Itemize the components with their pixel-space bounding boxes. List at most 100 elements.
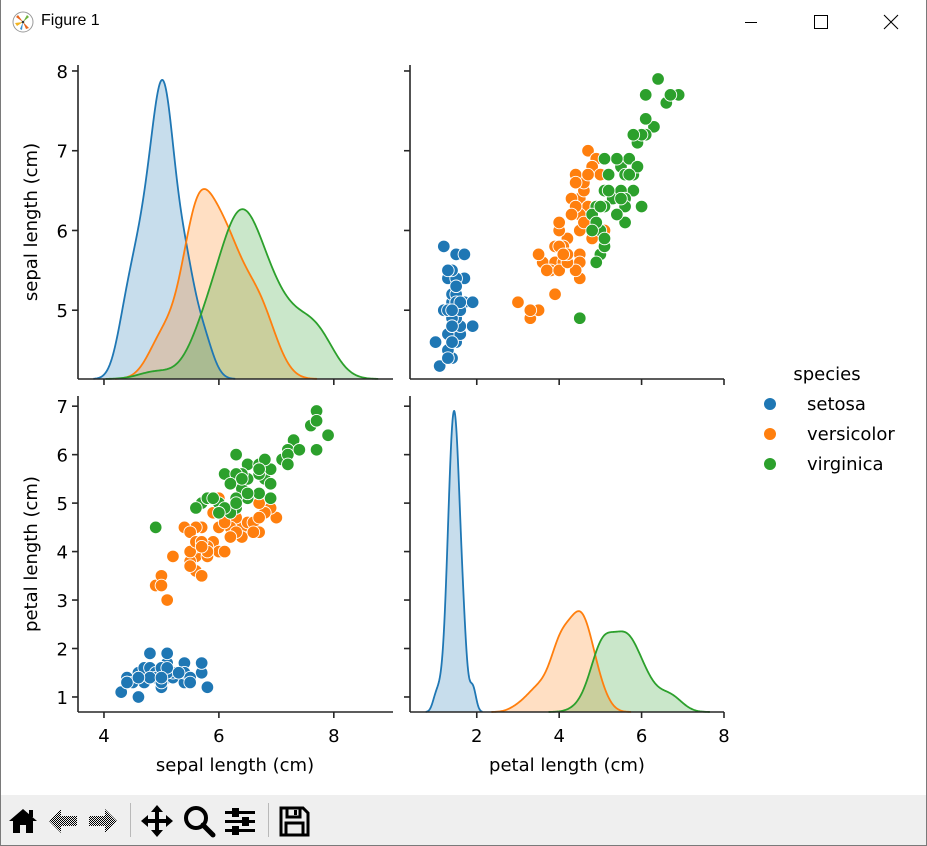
x-tick-label-petal: 6 — [636, 726, 647, 747]
scatter-point-versicolor — [166, 549, 180, 564]
scatter-point-setosa — [120, 675, 134, 690]
scatter-point-versicolor — [581, 143, 595, 158]
scatter-point-virginica — [589, 255, 604, 270]
x-tick-label-petal: 4 — [553, 726, 564, 747]
scatter-point-setosa — [183, 675, 197, 690]
scatter-point-setosa — [131, 690, 146, 704]
save-button[interactable] — [276, 803, 312, 839]
home-button[interactable] — [5, 803, 41, 839]
ylabel-sepal: sepal length (cm) — [21, 143, 42, 301]
scatter-point-virginica — [610, 207, 624, 222]
scatter-point-setosa — [441, 263, 455, 278]
scatter-point-virginica — [281, 457, 295, 472]
scatter-point-versicolor — [552, 215, 566, 230]
scatter-point-virginica — [597, 231, 612, 246]
home-icon — [9, 809, 37, 833]
scatter-point-setosa — [131, 670, 146, 685]
scatter-point-virginica — [647, 120, 661, 134]
scatter-point-setosa — [171, 665, 186, 680]
scatter-point-virginica — [212, 506, 226, 520]
scatter-point-virginica — [601, 183, 616, 198]
scatter-point-versicolor — [160, 593, 174, 607]
scatter-point-virginica — [235, 472, 249, 486]
xlabel-sepal: sepal length (cm) — [156, 755, 314, 776]
scatter-point-versicolor — [556, 247, 571, 262]
legend: species setosa versicolor virginica — [764, 364, 895, 475]
scatter-point-setosa — [465, 319, 480, 333]
figure-canvas[interactable]: 5 6 7 8 1 2 3 4 5 6 7 4 6 8 2 4 6 8 sepal length (cm) pet… — [1, 44, 926, 795]
scatter-point-versicolor — [223, 530, 238, 544]
scatter-point-versicolor — [183, 559, 197, 573]
kde-fill-versicolor — [491, 611, 632, 712]
y-tick-label-sepal: 7 — [57, 142, 68, 163]
scatter-point-setosa — [453, 295, 468, 309]
scatter-point-virginica — [618, 215, 632, 230]
kde-line-virginica — [548, 630, 710, 713]
y-tick-label-sepal: 8 — [57, 62, 68, 83]
scatter-point-virginica — [638, 88, 653, 102]
pan-move-icon — [141, 805, 173, 837]
scatter-point-virginica — [189, 501, 203, 515]
y-tick-label-petal: 7 — [57, 397, 68, 418]
axes-scatter-petal-vs-sepal — [404, 65, 725, 385]
window-title: Figure 1 — [41, 12, 100, 29]
kde-fill-virginica — [105, 209, 379, 379]
y-tick-label-petal: 4 — [57, 543, 68, 564]
x-tick-label-sepal: 8 — [328, 726, 339, 747]
legend-label-virginica: virginica — [807, 454, 884, 475]
scatter-point-virginica — [601, 167, 616, 182]
kde-fill-versicolor — [115, 188, 318, 379]
scatter-point-setosa — [441, 351, 455, 365]
scatter-point-versicolor — [581, 167, 595, 182]
legend-marker-setosa — [764, 398, 776, 410]
scatter-point-versicolor — [523, 303, 538, 317]
scatter-point-versicolor — [194, 539, 209, 554]
scatter-point-versicolor — [564, 207, 579, 222]
scatter-point-setosa — [445, 319, 459, 333]
axes-scatter-sepal-vs-petal — [72, 396, 393, 718]
minimize-button[interactable] — [728, 0, 774, 44]
minimize-icon — [745, 22, 757, 23]
scatter-point-setosa — [200, 680, 215, 695]
scatter-point-virginica — [229, 496, 243, 510]
scatter-point-setosa — [143, 646, 157, 661]
scatter-point-versicolor — [194, 569, 209, 583]
y-tick-label-sepal: 5 — [57, 301, 68, 322]
scatter-point-setosa — [445, 335, 459, 349]
scatter-point-versicolor — [252, 510, 266, 525]
legend-title: species — [793, 364, 860, 385]
scatter-point-versicolor — [511, 295, 525, 309]
pan-button[interactable] — [139, 803, 175, 839]
forward-button[interactable] — [85, 803, 121, 839]
scatter-point-setosa — [154, 670, 169, 685]
scatter-point-setosa — [465, 295, 480, 309]
y-tick-label-petal: 1 — [57, 688, 68, 709]
scatter-point-virginica — [263, 491, 278, 506]
scatter-point-virginica — [292, 443, 307, 457]
scatter-point-virginica — [252, 462, 266, 476]
zoom-button[interactable] — [181, 803, 217, 839]
y-tick-label-petal: 3 — [57, 591, 68, 612]
scatter-point-versicolor — [217, 544, 232, 559]
close-button[interactable] — [868, 0, 914, 44]
scatter-point-setosa — [432, 359, 447, 373]
toolbar-separator — [130, 803, 131, 837]
scatter-point-virginica — [610, 151, 624, 166]
kde-fill-virginica — [548, 631, 710, 712]
scatter-point-virginica — [321, 428, 335, 443]
scatter-point-versicolor — [568, 263, 583, 278]
save-floppy-icon — [279, 806, 310, 837]
back-button[interactable] — [45, 803, 81, 839]
x-tick-label-sepal: 4 — [98, 726, 109, 747]
kde-line-versicolor — [491, 610, 632, 713]
ylabel-petal: petal length (cm) — [21, 476, 42, 632]
scatter-point-setosa — [445, 303, 459, 317]
close-icon — [883, 14, 899, 30]
scatter-point-virginica — [663, 88, 678, 102]
x-tick-label-sepal: 6 — [213, 726, 224, 747]
scatter-point-versicolor — [568, 175, 583, 190]
maximize-button[interactable] — [798, 0, 844, 44]
scatter-point-virginica — [593, 199, 608, 214]
tick-labels: 5 6 7 8 1 2 3 4 5 6 7 4 6 8 2 4 6 8 — [57, 62, 730, 747]
configure-subplots-button[interactable] — [222, 803, 258, 839]
